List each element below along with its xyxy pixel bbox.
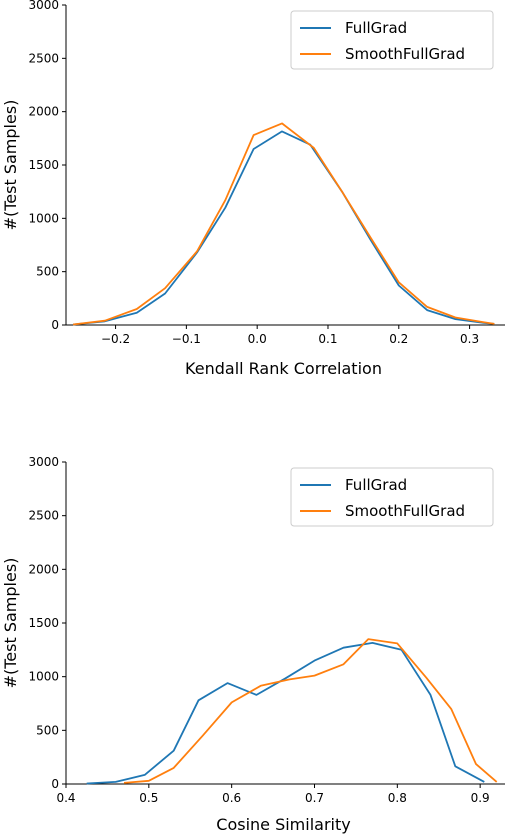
legend-label: FullGrad (345, 19, 407, 37)
y-tick-label: 2500 (28, 509, 59, 523)
y-tick-label: 2500 (28, 51, 59, 65)
series-line-fullgrad (86, 642, 485, 785)
y-axis-label: #(Test Samples) (1, 558, 20, 689)
x-tick-label: 0.7 (305, 791, 324, 805)
series-line-fullgrad (73, 130, 495, 326)
y-tick-label: 1500 (28, 616, 59, 630)
y-tick-label: 1000 (28, 670, 59, 684)
y-tick-label: 1500 (28, 158, 59, 172)
series-line-smoothfullgrad (123, 638, 498, 784)
x-axis-label: Cosine Similarity (216, 815, 350, 834)
y-tick-label: 2000 (28, 562, 59, 576)
x-tick-label: 0.4 (56, 791, 75, 805)
y-tick-label: 500 (36, 265, 59, 279)
x-tick-label: 0.0 (248, 332, 267, 346)
x-tick-label: −0.2 (101, 332, 130, 346)
chart-kendall-rank-correlation: 0 500 1000 1500 2000 2500 3000 −0.2 −0.1 0.0 0.1 0.… (1, 0, 505, 378)
legend-box (290, 10, 494, 70)
x-tick-label: 0.8 (388, 791, 407, 805)
x-tick-label: 0.3 (460, 332, 479, 346)
legend-label: SmoothFullGrad (345, 45, 465, 63)
x-axis-label: Kendall Rank Correlation (185, 359, 382, 378)
x-tick-label: 0.5 (139, 791, 158, 805)
y-tick-label: 0 (51, 318, 59, 332)
legend-box (290, 467, 494, 527)
legend-label: SmoothFullGrad (345, 502, 465, 520)
y-tick-label: 0 (51, 777, 59, 791)
series-line-smoothfullgrad (72, 122, 495, 326)
x-tick-label: 0.2 (389, 332, 408, 346)
y-axis-label: #(Test Samples) (1, 100, 20, 231)
y-tick-label: 2000 (28, 105, 59, 119)
x-tick-label: 0.6 (222, 791, 241, 805)
y-tick-label: 1000 (28, 211, 59, 225)
x-tick-label: 0.1 (318, 332, 337, 346)
legend-label: FullGrad (345, 476, 407, 494)
x-tick-label: 0.9 (471, 791, 490, 805)
y-tick-label: 3000 (28, 455, 59, 469)
x-tick-label: −0.1 (172, 332, 201, 346)
y-tick-label: 3000 (28, 0, 59, 12)
chart-cosine-similarity: 0 500 1000 1500 2000 2500 3000 0.4 0.5 0.6 0.7 0.8 0… (1, 455, 505, 834)
y-tick-label: 500 (36, 723, 59, 737)
